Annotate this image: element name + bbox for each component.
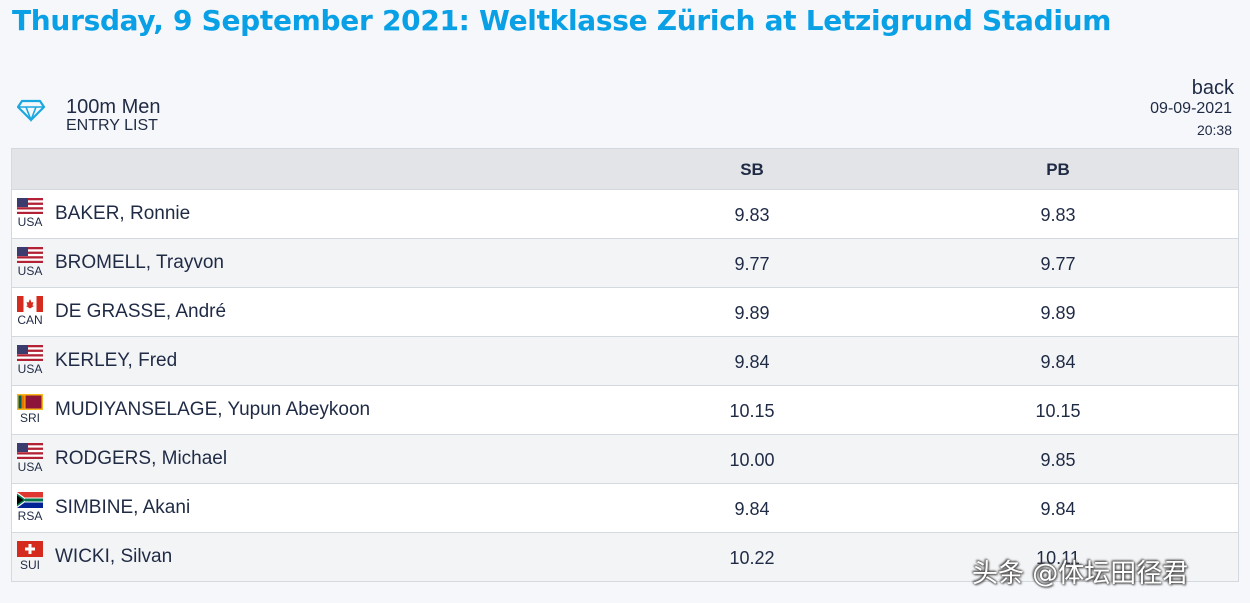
athlete-name[interactable]: MUDIYANSELAGE, Yupun Abeykoon	[55, 399, 371, 420]
personal-best: 9.84	[1040, 352, 1076, 372]
athlete-name[interactable]: BAKER, Ronnie	[55, 203, 191, 224]
nationality-code: USA	[17, 264, 43, 278]
personal-best: 9.83	[1040, 205, 1076, 225]
table-row[interactable]: SRI MUDIYANSELAGE, Yupun Abeykoon 10.15 …	[12, 386, 1238, 435]
table-header: SB PB	[12, 149, 1238, 190]
season-best: 10.22	[729, 548, 775, 568]
athlete-name[interactable]: SIMBINE, Akani	[55, 497, 191, 518]
table-row[interactable]: USA KERLEY, Fred 9.84 9.84	[12, 337, 1238, 386]
table-row[interactable]: USA BAKER, Ronnie 9.83 9.83	[12, 190, 1238, 239]
table-row[interactable]: USA BROMELL, Trayvon 9.77 9.77	[12, 239, 1238, 288]
table-row[interactable]: CAN DE GRASSE, André 9.89 9.89	[12, 288, 1238, 337]
athlete-name[interactable]: DE GRASSE, André	[55, 301, 227, 322]
nationality-code: SUI	[19, 558, 40, 572]
personal-best: 10.15	[1035, 401, 1081, 421]
season-best: 9.83	[734, 205, 770, 225]
table-row[interactable]: SUI WICKI, Silvan 10.22 10.11	[12, 533, 1238, 581]
season-best: 9.84	[734, 352, 770, 372]
athlete-name[interactable]: RODGERS, Michael	[55, 448, 228, 469]
season-best: 9.84	[734, 499, 770, 519]
column-header-sb[interactable]: SB	[740, 160, 764, 179]
event-header: 100m Men ENTRY LIST back 09-09-2021 20:3…	[0, 77, 1250, 146]
table-row[interactable]: USA RODGERS, Michael 10.00 9.85	[12, 435, 1238, 484]
table-row[interactable]: RSA SIMBINE, Akani 9.84 9.84	[12, 484, 1238, 533]
season-best: 9.77	[734, 254, 770, 274]
athlete-name[interactable]: WICKI, Silvan	[55, 546, 173, 567]
nationality-code: SRI	[19, 411, 40, 425]
nationality-code: USA	[17, 460, 43, 474]
personal-best: 9.89	[1040, 303, 1076, 323]
event-subtitle: ENTRY LIST	[66, 117, 158, 134]
page-title: Thursday, 9 September 2021: Weltklasse Z…	[12, 4, 1112, 37]
personal-best: 9.85	[1040, 450, 1076, 470]
personal-best: 10.11	[1036, 548, 1080, 568]
nationality-code: USA	[17, 215, 43, 229]
usa-flag-icon	[17, 345, 43, 361]
season-best: 10.00	[729, 450, 775, 470]
nationality-code: CAN	[17, 313, 43, 327]
back-link[interactable]: back	[1191, 77, 1234, 99]
south-africa-flag-icon	[17, 492, 43, 508]
usa-flag-icon	[17, 198, 43, 214]
nationality-code: USA	[17, 362, 43, 376]
watermark: 头条 @体坛田径君	[972, 559, 1189, 589]
event-name: 100m Men	[66, 96, 161, 118]
usa-flag-icon	[17, 247, 43, 263]
canada-flag-icon	[17, 296, 43, 312]
event-date: 09-09-2021	[1150, 100, 1232, 117]
usa-flag-icon	[17, 443, 43, 459]
entry-list-table: SB PB USA BAKER, Ronnie 9.83 9.83 USA BR…	[11, 148, 1239, 582]
season-best: 10.15	[729, 401, 775, 421]
sri-lanka-flag-icon	[17, 394, 43, 410]
athlete-name[interactable]: KERLEY, Fred	[55, 350, 178, 371]
nationality-code: RSA	[17, 509, 43, 523]
switzerland-flag-icon	[17, 541, 43, 557]
personal-best: 9.84	[1040, 499, 1076, 519]
season-best: 9.89	[734, 303, 770, 323]
column-header-pb[interactable]: PB	[1046, 160, 1070, 179]
diamond-icon	[17, 99, 45, 122]
athlete-name[interactable]: BROMELL, Trayvon	[55, 252, 224, 273]
event-time: 20:38	[1196, 122, 1232, 138]
personal-best: 9.77	[1040, 254, 1076, 274]
